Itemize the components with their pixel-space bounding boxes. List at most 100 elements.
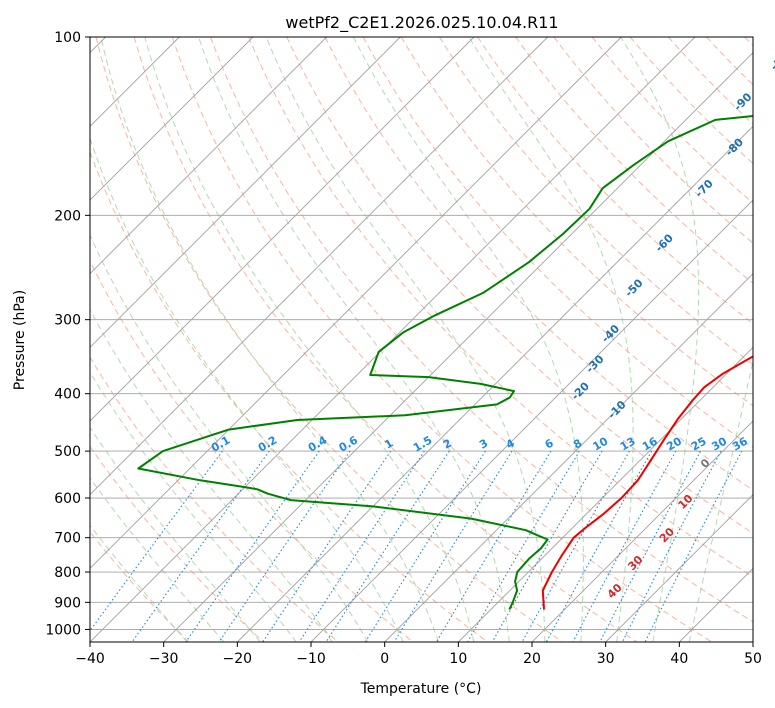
isohume-line xyxy=(262,450,392,642)
dry-adiabat-line xyxy=(706,37,753,86)
isohume-line xyxy=(491,450,603,642)
x-tick-label: −20 xyxy=(223,651,253,667)
dry-adiabat-line xyxy=(668,37,753,125)
x-tick-label: 40 xyxy=(670,651,688,667)
moist-adiabat-line xyxy=(353,37,584,642)
isohume-label: 2 xyxy=(441,437,454,452)
warm-label: 20 xyxy=(657,525,677,545)
plot-area xyxy=(90,37,753,642)
dewpoint-profile xyxy=(137,115,753,610)
isotherm-line xyxy=(90,37,254,201)
x-tick-label: 30 xyxy=(597,651,615,667)
y-tick-label: 1000 xyxy=(45,622,81,638)
moist-adiabat-line xyxy=(90,233,369,642)
isotherm-line xyxy=(384,273,753,642)
isotherm-line xyxy=(237,125,753,642)
isohume-line xyxy=(298,450,425,642)
y-tick-label: 400 xyxy=(54,387,81,403)
x-tick-label: 50 xyxy=(744,651,762,667)
warm-label: 30 xyxy=(625,553,645,573)
moist-adiabat-line xyxy=(198,37,510,642)
isohume-line xyxy=(621,450,722,642)
moist-adiabat-line xyxy=(688,358,753,642)
dry-adiabat-line xyxy=(324,37,753,491)
y-tick-label: 800 xyxy=(54,565,81,581)
line-labels: 0.1 0.2 0.4 0.6 1 1.5 2 3 4 6 8 10 13 16 20 25 30 36-100-… xyxy=(209,44,775,601)
plot-frame xyxy=(89,36,754,643)
isotherm-line xyxy=(90,37,622,569)
sat-temp-label: -40 xyxy=(599,322,622,345)
x-tick-label: 20 xyxy=(523,651,541,667)
dry-adiabat-line xyxy=(90,150,488,642)
y-tick-label: 600 xyxy=(54,491,81,507)
y-tick-label: 100 xyxy=(54,30,81,46)
isohumes xyxy=(90,450,743,642)
dry-adiabat-line xyxy=(210,37,753,623)
isohume-line xyxy=(325,450,450,642)
isohume-line xyxy=(545,450,653,642)
isotherm-line xyxy=(531,420,753,642)
isohume-line xyxy=(218,450,351,642)
dry-adiabat-line xyxy=(90,356,339,642)
x-tick-label: −40 xyxy=(75,651,105,667)
sat-temp-label: -90 xyxy=(731,90,754,113)
dry-adiabat-line xyxy=(90,445,264,642)
isobars xyxy=(90,37,753,630)
isohume-line xyxy=(644,450,743,642)
temperature-profile xyxy=(541,355,753,610)
profile-series xyxy=(137,115,753,610)
dry-adiabats xyxy=(90,37,753,642)
isotherm-line xyxy=(605,494,753,642)
sat-temp-label: -100 xyxy=(768,44,775,73)
y-axis: 100 200 300 400 500 600 700 800 900 1000 xyxy=(45,30,90,638)
y-tick-label: 700 xyxy=(54,531,81,547)
sat-temp-label: -30 xyxy=(583,352,606,375)
isohume-line xyxy=(599,450,701,642)
isotherm-line xyxy=(310,199,753,642)
moist-adiabat-line xyxy=(90,371,297,642)
isohume-label: 6 xyxy=(543,436,556,451)
dry-adiabat-line xyxy=(400,37,753,407)
x-tick-label: −30 xyxy=(149,651,179,667)
chart-title: wetPf2_C2E1.2026.025.10.04.R11 xyxy=(285,13,558,33)
x-axis-label: Temperature (°C) xyxy=(360,681,482,697)
isohume-line xyxy=(521,450,630,642)
isohume-line xyxy=(364,450,486,642)
dry-adiabat-line xyxy=(248,37,753,578)
moist-adiabat-line xyxy=(100,37,439,642)
x-tick-label: −10 xyxy=(296,651,326,667)
dry-adiabat-line xyxy=(95,37,563,642)
dry-adiabat-line xyxy=(90,531,190,642)
isohume-line xyxy=(435,450,552,642)
isotherm-line xyxy=(458,346,753,642)
moist-adiabat-line xyxy=(620,37,700,642)
sat-temp-label: -70 xyxy=(693,177,716,200)
isotherm-line xyxy=(163,52,753,642)
moist-adiabat-line xyxy=(90,426,261,642)
isohume-line xyxy=(90,450,223,632)
sat-temp-label: -60 xyxy=(653,231,676,254)
isotherm-line xyxy=(90,37,696,642)
x-tick-label: 0 xyxy=(380,651,389,667)
isotherm-line xyxy=(90,37,401,348)
y-tick-label: 200 xyxy=(54,208,81,224)
isotherm-line xyxy=(90,37,475,422)
x-tick-label: 10 xyxy=(449,651,467,667)
isotherm-line xyxy=(90,37,327,275)
y-tick-label: 500 xyxy=(54,444,81,460)
dry-adiabat-line xyxy=(286,37,753,534)
moist-adiabats xyxy=(90,37,753,642)
y-axis-label: Pressure (hPa) xyxy=(12,290,28,390)
y-tick-label: 300 xyxy=(54,313,81,329)
isotherm-line xyxy=(90,37,548,496)
dry-adiabat-line xyxy=(133,37,638,642)
moist-adiabat-line xyxy=(90,308,333,642)
dry-adiabat-line xyxy=(744,37,753,47)
moist-adiabat-line xyxy=(90,524,188,642)
dry-adiabat-line xyxy=(171,37,712,642)
dry-adiabat-line xyxy=(591,37,753,204)
moist-adiabat-line xyxy=(90,136,404,642)
moist-adiabat-line xyxy=(144,37,475,642)
dry-adiabat-line xyxy=(438,37,753,366)
